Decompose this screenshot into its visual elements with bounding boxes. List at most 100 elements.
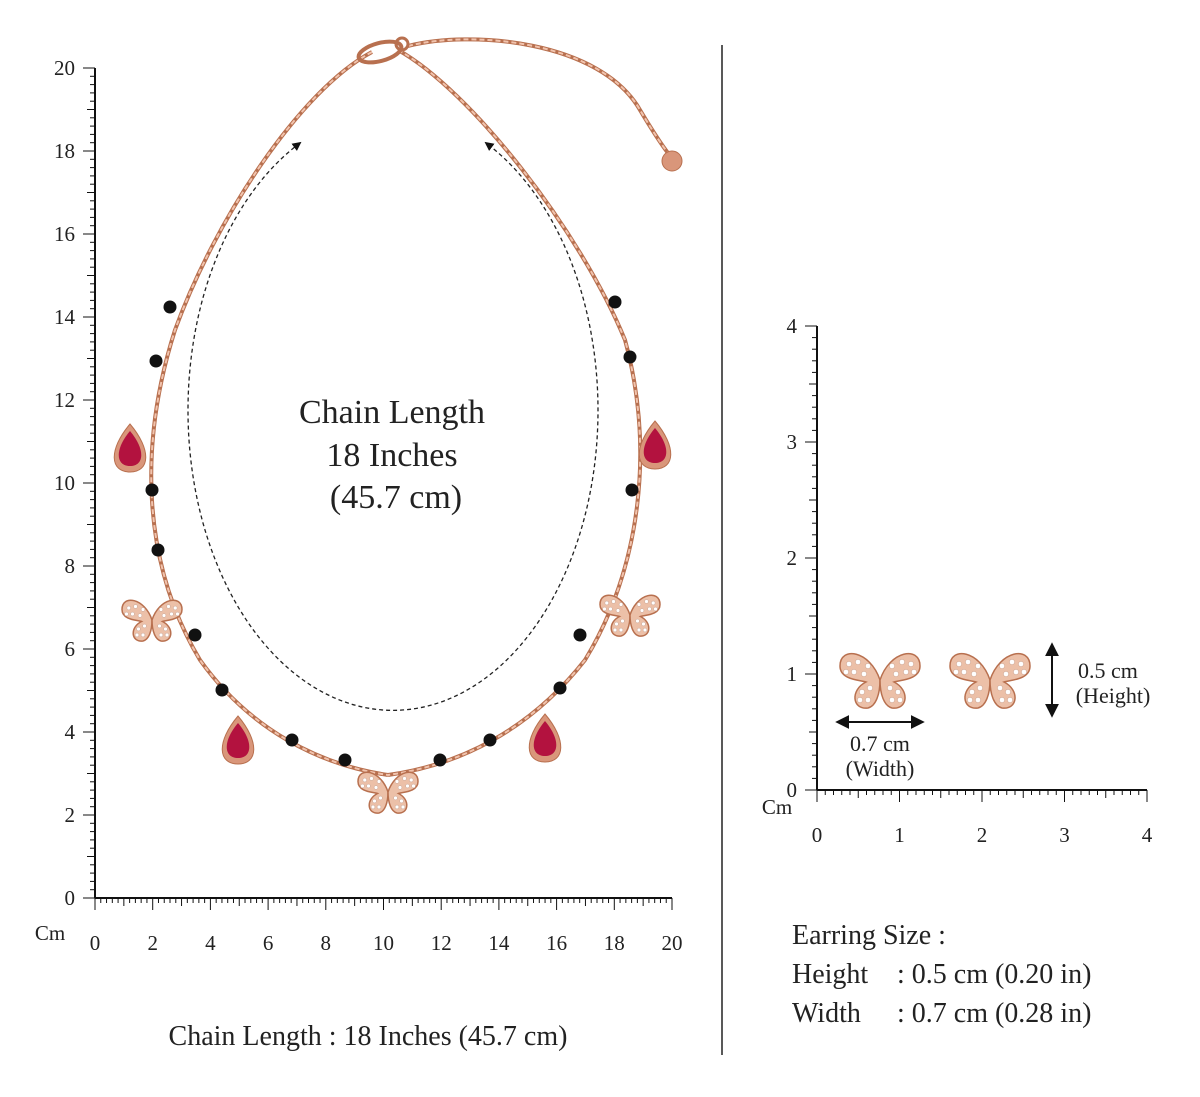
y-label: 16 (54, 222, 75, 246)
stone (370, 804, 376, 810)
bead (145, 483, 159, 497)
bead (338, 753, 352, 767)
stone (956, 661, 962, 667)
stone (124, 611, 129, 617)
stone (971, 671, 977, 677)
stone (903, 669, 909, 675)
y-label: 12 (54, 388, 75, 412)
y-label: 10 (54, 471, 75, 495)
bead (188, 628, 202, 642)
stone (641, 621, 646, 627)
stone (865, 663, 871, 669)
clasp (356, 39, 404, 65)
stone (614, 621, 619, 627)
stone (859, 689, 865, 695)
stone (166, 604, 171, 609)
stone (967, 697, 973, 703)
stone (1021, 669, 1027, 675)
necklace (113, 36, 683, 814)
bead (163, 300, 177, 314)
stone (360, 783, 365, 789)
x-label: 20 (662, 931, 683, 955)
x-label: 18 (604, 931, 625, 955)
stone (651, 600, 656, 606)
size-row-label: Width (792, 998, 861, 1029)
stone (867, 685, 873, 691)
end-ball (661, 150, 683, 172)
stone (136, 626, 141, 632)
bead (215, 683, 229, 697)
x-label: 4 (205, 931, 216, 955)
stone (975, 663, 981, 669)
x-label: 6 (263, 931, 274, 955)
stone (889, 663, 895, 669)
stone (362, 777, 367, 783)
stone (394, 779, 400, 784)
stone (969, 689, 975, 695)
stone (618, 627, 624, 633)
size-row-label: Height (792, 959, 868, 990)
y-label: 3 (787, 430, 798, 454)
stone (134, 632, 140, 638)
stone (378, 795, 383, 801)
stone (997, 685, 1003, 691)
x-label: 2 (977, 823, 988, 847)
stone (908, 661, 914, 667)
stone (999, 697, 1005, 703)
stone (604, 600, 609, 606)
bead (151, 543, 165, 557)
stone (142, 623, 147, 629)
stone (635, 618, 640, 624)
stone (164, 632, 170, 638)
y-label: 0 (787, 778, 798, 802)
bead (608, 295, 622, 309)
y-label: 14 (54, 305, 76, 329)
size-row-value: : 0.7 cm (0.28 in) (897, 998, 1091, 1029)
stone (1003, 671, 1009, 677)
y-label: 4 (65, 720, 76, 744)
y-label: 18 (54, 139, 75, 163)
stone (169, 611, 174, 617)
x-label: 0 (90, 931, 101, 955)
x-label: 14 (488, 931, 510, 955)
stone (1009, 659, 1015, 665)
unit-label: Cm (35, 921, 65, 945)
width-value: 0.7 cm (850, 731, 910, 756)
stone (366, 783, 371, 789)
stone (133, 604, 138, 609)
stone (620, 618, 625, 624)
height-value: 0.5 cm (1078, 658, 1138, 683)
stone (140, 632, 146, 638)
bead (433, 753, 447, 767)
stone (897, 697, 903, 703)
caption: Chain Length : 18 Inches (45.7 cm) (169, 1021, 568, 1052)
stone (911, 669, 917, 675)
y-label: 0 (65, 886, 76, 910)
unit-label: Cm (762, 795, 792, 819)
size-title: Earring Size : (792, 920, 946, 951)
stone (372, 798, 377, 804)
stone (975, 697, 981, 703)
stone (1013, 669, 1019, 675)
stone (895, 689, 901, 695)
stone (653, 606, 658, 612)
stone (639, 608, 645, 613)
stone (1007, 697, 1013, 703)
stone (953, 669, 959, 675)
stone (611, 599, 616, 604)
x-label: 0 (812, 823, 823, 847)
stone (137, 613, 143, 618)
stone (642, 627, 648, 633)
stone (636, 627, 642, 633)
stone (608, 606, 613, 612)
y-label: 2 (787, 546, 798, 570)
stone (130, 611, 135, 617)
clasp-ring (394, 36, 410, 52)
stone (411, 783, 416, 789)
chain (387, 49, 642, 776)
size-row-value: : 0.5 cm (0.20 in) (897, 959, 1091, 990)
x-label: 8 (321, 931, 332, 955)
y-label: 8 (65, 554, 76, 578)
stone (376, 804, 382, 810)
drop-stone (226, 723, 250, 758)
